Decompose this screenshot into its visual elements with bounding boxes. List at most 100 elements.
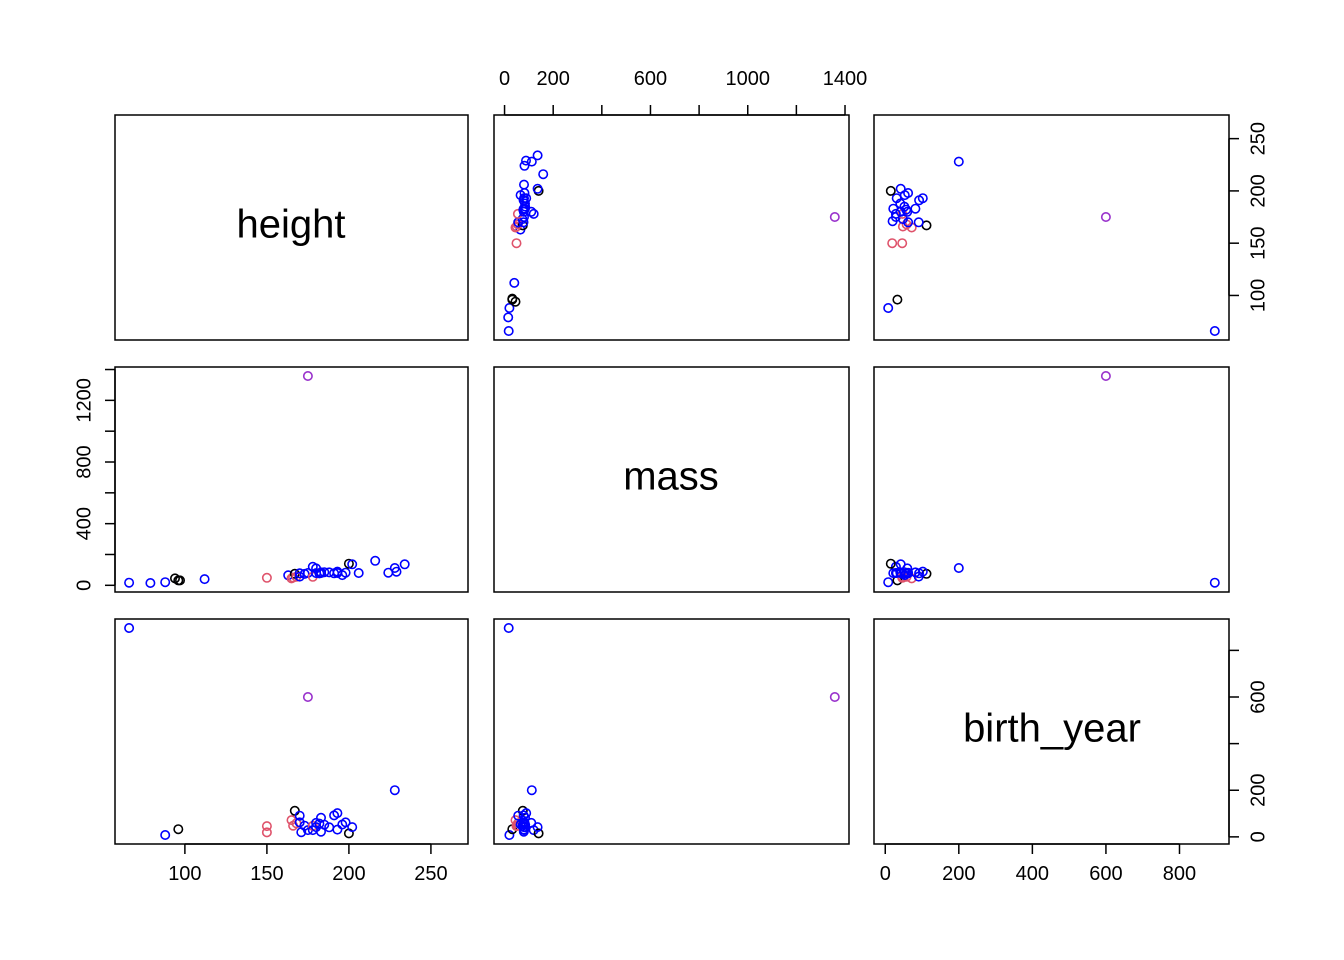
- point-mass-vs-birth-year: [885, 558, 896, 569]
- height-bottom-tick-label: 250: [414, 863, 447, 885]
- point-birth-year-vs-mass: [829, 691, 840, 702]
- point-height-vs-mass: [526, 156, 537, 167]
- height-right-tick-label: 250: [1247, 122, 1269, 155]
- point-mass-vs-height: [294, 571, 305, 582]
- height-right-tick-label: 150: [1247, 226, 1269, 259]
- birth-year-bottom-tick-label: 0: [880, 863, 891, 885]
- diagonal-label-birth-year: birth_year: [963, 707, 1141, 751]
- point-birth-year-vs-mass: [518, 810, 529, 821]
- point-mass-vs-height: [199, 574, 210, 585]
- point-height-vs-birth-year: [1100, 212, 1111, 223]
- point-mass-vs-height: [261, 572, 272, 583]
- height-bottom-tick-label: 150: [250, 863, 283, 885]
- point-mass-vs-birth-year: [883, 577, 894, 588]
- point-height-vs-mass: [532, 183, 543, 194]
- point-mass-vs-height: [124, 577, 135, 588]
- point-birth-year-vs-height: [261, 821, 272, 832]
- point-birth-year-vs-height: [124, 622, 135, 633]
- point-birth-year-vs-height: [347, 822, 358, 833]
- point-height-vs-birth-year: [897, 238, 908, 249]
- point-birth-year-vs-mass: [504, 829, 515, 840]
- point-mass-vs-height: [319, 567, 330, 578]
- panel-mass-vs-birth-year: [873, 366, 1230, 593]
- mass-top-tick-label: 600: [634, 68, 667, 90]
- panel-height-vs-height: [114, 114, 469, 341]
- point-height-vs-mass: [504, 302, 515, 313]
- point-height-vs-birth-year: [913, 217, 924, 228]
- point-mass-vs-height: [302, 370, 313, 381]
- point-birth-year-vs-mass: [519, 817, 530, 828]
- point-height-vs-birth-year: [910, 203, 921, 214]
- height-bottom-tick-label: 200: [332, 863, 365, 885]
- height-right-tick-label: 200: [1247, 174, 1269, 207]
- point-height-vs-mass: [509, 277, 520, 288]
- point-mass-vs-height: [160, 577, 171, 588]
- mass-left-tick-label: 1200: [73, 378, 95, 423]
- point-mass-vs-height: [347, 559, 358, 570]
- point-birth-year-vs-height: [302, 691, 313, 702]
- point-birth-year-vs-height: [319, 819, 330, 830]
- diagonal-label-mass: mass: [623, 455, 719, 499]
- mass-left-tick-label: 0: [73, 580, 95, 591]
- birth-year-right-tick-label: 600: [1247, 680, 1269, 713]
- mass-left-tick-label: 800: [73, 445, 95, 478]
- point-height-vs-birth-year: [883, 302, 894, 313]
- point-height-vs-mass: [528, 208, 539, 219]
- point-birth-year-vs-mass: [526, 785, 537, 796]
- point-mass-vs-birth-year: [953, 562, 964, 573]
- point-height-vs-mass: [538, 169, 549, 180]
- point-height-vs-mass: [532, 150, 543, 161]
- point-birth-year-vs-mass: [503, 622, 514, 633]
- birth-year-right-tick-label: 0: [1247, 831, 1269, 842]
- point-mass-vs-height: [145, 577, 156, 588]
- point-height-vs-mass: [518, 179, 529, 190]
- point-mass-vs-birth-year: [1100, 370, 1111, 381]
- point-mass-vs-height: [391, 566, 402, 577]
- point-mass-vs-height: [340, 567, 351, 578]
- point-mass-vs-birth-year: [1209, 577, 1220, 588]
- birth-year-bottom-tick-label: 200: [942, 863, 975, 885]
- mass-left-tick-label: 400: [73, 507, 95, 540]
- point-mass-vs-birth-year: [895, 559, 906, 570]
- point-height-vs-birth-year: [895, 183, 906, 194]
- point-height-vs-birth-year: [890, 208, 901, 219]
- diagonal-label-height: height: [237, 203, 346, 247]
- mass-top-tick-label: 0: [499, 68, 510, 90]
- birth-year-right-tick-label: 200: [1247, 774, 1269, 807]
- point-height-vs-mass: [511, 238, 522, 249]
- height-bottom-tick-label: 100: [168, 863, 201, 885]
- point-height-vs-mass: [503, 325, 514, 336]
- point-height-vs-birth-year: [903, 188, 914, 199]
- point-birth-year-vs-height: [332, 808, 343, 819]
- point-height-vs-mass: [503, 312, 514, 323]
- point-birth-year-vs-mass: [532, 822, 543, 833]
- point-height-vs-mass: [829, 212, 840, 223]
- birth-year-bottom-tick-label: 800: [1163, 863, 1196, 885]
- point-height-vs-birth-year: [917, 193, 928, 204]
- point-height-vs-birth-year: [888, 203, 899, 214]
- birth-year-bottom-tick-label: 600: [1089, 863, 1122, 885]
- point-height-vs-birth-year: [885, 185, 896, 196]
- birth-year-bottom-tick-label: 400: [1016, 863, 1049, 885]
- point-mass-vs-height: [353, 567, 364, 578]
- point-birth-year-vs-height: [173, 824, 184, 835]
- point-birth-year-vs-mass: [533, 828, 544, 839]
- point-birth-year-vs-height: [294, 810, 305, 821]
- point-height-vs-mass: [507, 293, 518, 304]
- point-height-vs-birth-year: [1209, 325, 1220, 336]
- point-mass-vs-birth-year: [888, 568, 899, 579]
- point-height-vs-mass: [520, 155, 531, 166]
- point-birth-year-vs-height: [261, 827, 272, 838]
- mass-top-tick-label: 1400: [823, 68, 868, 90]
- point-mass-vs-height: [370, 555, 381, 566]
- point-birth-year-vs-height: [340, 817, 351, 828]
- mass-top-tick-label: 1000: [725, 68, 770, 90]
- point-birth-year-vs-mass: [521, 808, 532, 819]
- point-height-vs-birth-year: [892, 294, 903, 305]
- point-birth-year-vs-height: [389, 785, 400, 796]
- height-right-tick-label: 100: [1247, 279, 1269, 312]
- point-mass-vs-height: [175, 575, 186, 586]
- mass-top-tick-label: 200: [537, 68, 570, 90]
- point-mass-vs-birth-year: [903, 567, 914, 578]
- panel-mass-vs-mass: [493, 366, 850, 593]
